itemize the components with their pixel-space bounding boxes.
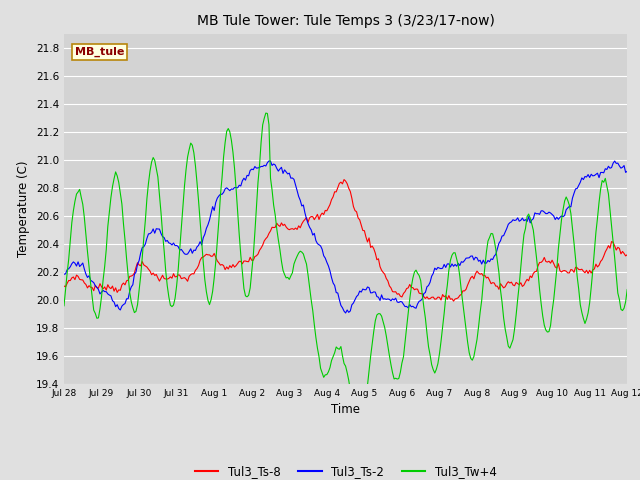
Title: MB Tule Tower: Tule Temps 3 (3/23/17-now): MB Tule Tower: Tule Temps 3 (3/23/17-now… (196, 14, 495, 28)
X-axis label: Time: Time (331, 403, 360, 417)
Legend: Tul3_Ts-8, Tul3_Ts-2, Tul3_Tw+4: Tul3_Ts-8, Tul3_Ts-2, Tul3_Tw+4 (190, 461, 501, 480)
Text: MB_tule: MB_tule (76, 47, 125, 57)
Y-axis label: Temperature (C): Temperature (C) (17, 160, 30, 257)
